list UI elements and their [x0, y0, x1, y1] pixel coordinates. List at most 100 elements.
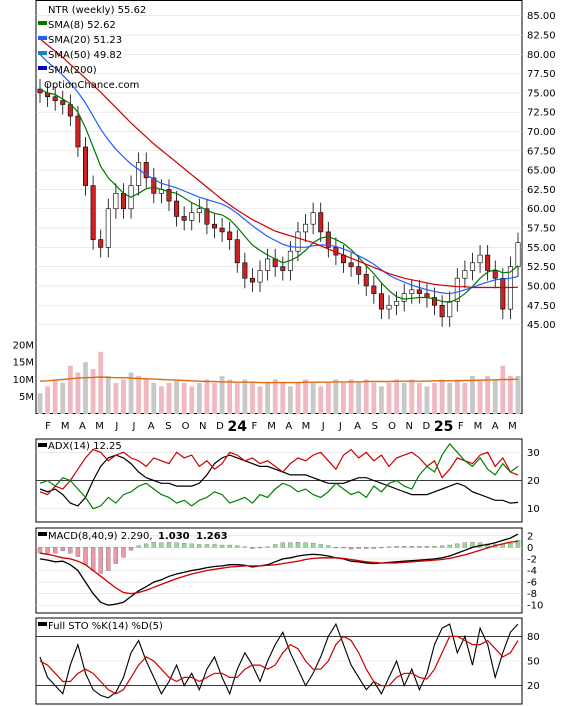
- volume-bar-45: [379, 386, 384, 414]
- macd-ytick-5: -8: [527, 589, 537, 600]
- x-label-18: A: [354, 421, 361, 432]
- x-label-3: M: [95, 421, 104, 432]
- adx-ytick-1: 20: [527, 476, 540, 487]
- adx-ytick-0: 30: [527, 448, 540, 459]
- volume-bar-38: [325, 382, 331, 414]
- volume-bar-11: [121, 379, 126, 414]
- macd-value-signal: 1.030: [158, 531, 190, 542]
- volume-bar-19: [181, 382, 187, 414]
- macd-hist-bar-12: [128, 547, 134, 551]
- macd-hist-bar-45: [379, 547, 384, 549]
- watermark: OptionChance.com: [44, 80, 139, 91]
- x-label-4: J: [114, 421, 118, 432]
- candle-body-43: [363, 274, 369, 287]
- price-sma-line-2: [39, 38, 519, 289]
- adx-ytick-2: 10: [527, 504, 540, 515]
- volume-bar-33: [287, 386, 293, 414]
- candle-body-10: [113, 193, 119, 210]
- macd-hist-bar-33: [288, 542, 293, 548]
- x-label-11: 24: [227, 419, 247, 435]
- macd-hist-bar-13: [136, 545, 141, 548]
- candle-body-3: [60, 100, 66, 105]
- candle-body-18: [174, 200, 180, 217]
- legend-swatch-sma8: [38, 21, 47, 25]
- price-ytick-0: 85.00: [527, 11, 556, 22]
- macd-hist-bar-6: [83, 547, 88, 565]
- adx-legend-swatch: [38, 443, 47, 447]
- volume-bar-43: [363, 379, 369, 414]
- macd-hist-bar-18: [174, 542, 179, 548]
- macd-value-histogram: 1.263: [196, 531, 228, 542]
- macd-hist-bar-53: [439, 545, 445, 548]
- price-ytick-14: 50.00: [527, 281, 556, 292]
- volume-average-line: [39, 376, 519, 384]
- macd-hist-bar-9: [106, 547, 111, 571]
- macd-hist-bar-1: [45, 547, 50, 554]
- candle-body-60: [492, 270, 498, 279]
- price-sma-line-0: [39, 88, 519, 303]
- volume-bar-21: [196, 382, 202, 414]
- price-panel-frame: [35, 0, 523, 414]
- macd-hist-bar-43: [364, 547, 369, 549]
- volume-bar-16: [158, 386, 164, 414]
- legend-sma50: SMA(50) 49.82: [48, 50, 122, 61]
- adx-line-1: [39, 448, 519, 496]
- sto-d-line: [39, 635, 519, 695]
- volume-bar-51: [424, 386, 430, 414]
- candle-body-61: [500, 277, 506, 310]
- x-label-22: D: [423, 421, 431, 432]
- candle-body-59: [485, 254, 491, 271]
- volume-bar-15: [151, 382, 157, 414]
- volume-bar-26: [234, 382, 240, 414]
- price-ytick-4: 75.00: [527, 88, 556, 99]
- x-label-10: D: [216, 421, 224, 432]
- macd-hist-bar-42: [356, 547, 361, 549]
- candle-body-32: [280, 266, 286, 271]
- candle-body-9: [105, 208, 111, 248]
- volume-ytick-2: 10M: [13, 375, 34, 386]
- price-ytick-13: 52.50: [527, 262, 556, 273]
- candle-body-57: [469, 262, 475, 271]
- macd-hist-bar-10: [113, 547, 119, 564]
- x-label-27: M: [508, 421, 517, 432]
- macd-hist-bar-47: [394, 546, 399, 548]
- volume-bar-49: [409, 379, 415, 414]
- candle-body-45: [378, 293, 384, 310]
- macd-hist-bar-34: [295, 542, 301, 548]
- candle-body-58: [477, 254, 483, 264]
- macd-hist-bar-2: [53, 547, 58, 554]
- sto-ytick-0: 80: [527, 632, 540, 643]
- volume-bar-55: [454, 379, 460, 414]
- macd-hist-bar-54: [447, 544, 452, 548]
- volume-bar-10: [113, 382, 119, 414]
- candle-body-54: [447, 301, 453, 318]
- legend-sma8: SMA(8) 52.62: [48, 20, 116, 31]
- adx-line-2: [39, 442, 519, 510]
- volume-bar-3: [60, 382, 66, 414]
- candle-body-17: [166, 189, 172, 202]
- x-label-20: O: [388, 421, 396, 432]
- volume-bar-4: [67, 365, 73, 414]
- macd-hist-bar-5: [75, 547, 81, 557]
- candle-body-7: [90, 185, 96, 240]
- macd-ytick-4: -6: [527, 578, 537, 589]
- candle-body-2: [52, 96, 58, 101]
- volume-bar-32: [280, 382, 286, 414]
- macd-line: [39, 533, 519, 606]
- candle-body-42: [356, 266, 362, 275]
- price-candles: [37, 79, 521, 327]
- volume-bar-8: [98, 351, 104, 414]
- volume-bar-36: [310, 382, 316, 414]
- volume-bar-61: [500, 365, 506, 414]
- candle-body-36: [310, 212, 316, 225]
- candle-body-56: [462, 270, 468, 279]
- legend-swatch-sma20: [38, 36, 47, 40]
- volume-ytick-1: 15M: [13, 358, 34, 369]
- macd-hist-bar-32: [280, 542, 285, 548]
- macd-hist-bar-17: [166, 542, 172, 548]
- macd-hist-bar-23: [212, 544, 217, 548]
- sto-ytick-2: 20: [527, 681, 540, 692]
- x-label-19: S: [372, 421, 378, 432]
- volume-bar-54: [447, 382, 453, 414]
- macd-hist-bar-55: [455, 543, 460, 548]
